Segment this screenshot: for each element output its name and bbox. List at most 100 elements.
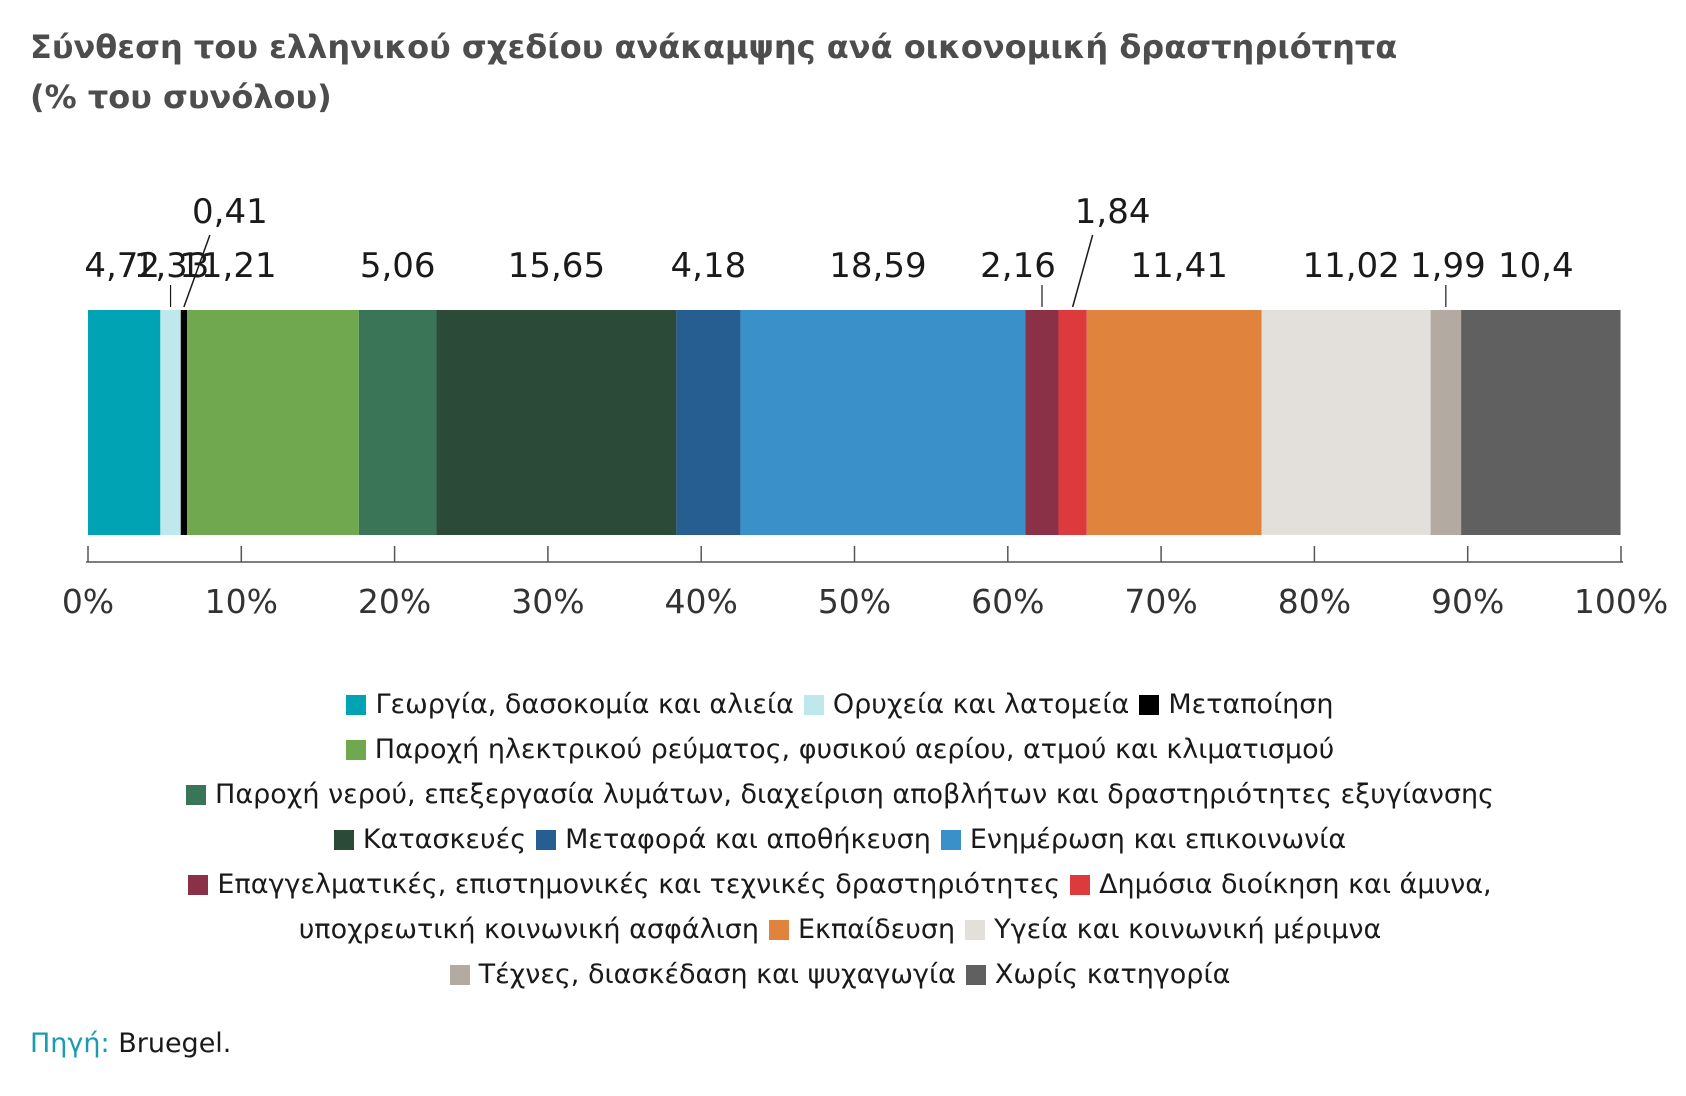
legend-label: Παροχή νερού, επεξεργασία λυμάτων, διαχε… [215, 779, 1494, 810]
legend-swatch [803, 694, 824, 715]
chart-title-line-1: Σύνθεση του ελληνικού σχεδίου ανάκαμψης … [30, 28, 1398, 66]
legend-row-4: Κατασκευές Μεταφορά και αποθήκευση Ενημέρω… [60, 817, 1620, 862]
source-value: Bruegel. [118, 1028, 232, 1059]
bar-segment-7 [676, 310, 741, 535]
legend-swatch [965, 964, 986, 985]
legend-item: Ορυχεία και λατομεία [803, 689, 1130, 720]
value-label-2: 1,33 [134, 246, 210, 286]
value-label-14: 10,4 [1498, 246, 1574, 286]
legend-item: Μεταφορά και αποθήκευση [536, 824, 931, 855]
x-tick-label-9: 90% [1431, 582, 1504, 621]
legend-label: Εκπαίδευση [797, 914, 956, 945]
legend-item: Κατασκευές [333, 824, 527, 855]
legend-row-7: Τέχνες, διασκέδαση και ψυχαγωγία Χωρίς κα… [60, 952, 1620, 997]
value-label-12: 11,02 [1302, 246, 1399, 286]
x-tick-label-6: 60% [971, 582, 1044, 621]
x-axis: 0% 10% 20% 30% 40% 50% 60% 70% 80% 90% 100% [62, 546, 1668, 621]
bar-segment-14 [1461, 310, 1621, 535]
value-label-11: 11,41 [1131, 246, 1228, 286]
legend-item: Χωρίς κατηγορία [965, 959, 1231, 990]
x-tick-label-8: 80% [1278, 582, 1351, 621]
legend-swatch [333, 829, 354, 850]
legend-label: Μεταποίηση [1168, 689, 1334, 720]
value-label-13: 1,99 [1410, 246, 1486, 286]
bar-segment-4 [187, 310, 359, 535]
value-label-8: 18,59 [829, 246, 926, 286]
legend-swatch [346, 694, 367, 715]
legend: Γεωργία, δασοκομία και αλιεία Ορυχεία και… [60, 682, 1620, 997]
value-label-10: 1,84 [1075, 192, 1151, 232]
legend-item: Παροχή νερού, επεξεργασία λυμάτων, διαχε… [186, 779, 1494, 810]
bar-segment-10 [1058, 310, 1087, 535]
legend-item: Δημόσια διοίκηση και άμυνα, [1070, 869, 1492, 900]
legend-item: Επαγγελματικές, επιστημονικές και τεχνικ… [188, 869, 1060, 900]
legend-label: υποχρεωτική κοινωνική ασφάλιση [298, 914, 759, 945]
legend-item: Γεωργία, δασοκομία και αλιεία [346, 689, 794, 720]
x-tick-label-3: 30% [511, 582, 584, 621]
bar-segment-2 [160, 310, 181, 535]
bar-segment-9 [1025, 310, 1059, 535]
legend-row-3: Παροχή νερού, επεξεργασία λυμάτων, διαχε… [60, 772, 1620, 817]
legend-row-6: υποχρεωτική κοινωνική ασφάλιση Εκπαίδευση… [60, 907, 1620, 952]
legend-label: Ενημέρωση και επικοινωνία [969, 824, 1347, 855]
legend-label: Υγεία και κοινωνική μέριμνα [994, 914, 1382, 945]
legend-row-5: Επαγγελματικές, επιστημονικές και τεχνικ… [60, 862, 1620, 907]
x-tick-label-5: 50% [818, 582, 891, 621]
legend-label: Μεταφορά και αποθήκευση [565, 824, 931, 855]
source-label: Πηγή: [30, 1028, 110, 1059]
legend-item: Εκπαίδευση [768, 914, 956, 945]
legend-item: Ενημέρωση και επικοινωνία [940, 824, 1347, 855]
value-label-3: 0,41 [192, 192, 268, 232]
legend-swatch [965, 919, 986, 940]
value-label-5: 5,06 [360, 246, 436, 286]
bar-segment-1 [88, 310, 161, 535]
bar-segment-5 [358, 310, 437, 535]
legend-swatch [188, 874, 209, 895]
x-tick-label-1: 10% [205, 582, 278, 621]
legend-label: Ορυχεία και λατομεία [832, 689, 1130, 720]
legend-row-2: Παροχή ηλεκτρικού ρεύματος, φυσικού αερί… [60, 727, 1620, 772]
x-tick-label-4: 40% [665, 582, 738, 621]
legend-label: Κατασκευές [362, 824, 527, 855]
legend-item: Τέχνες, διασκέδαση και ψυχαγωγία [449, 959, 956, 990]
x-tick-label-7: 70% [1124, 582, 1197, 621]
source-note: Πηγή: Bruegel. [30, 1028, 231, 1059]
leader-line-10 [1071, 234, 1094, 308]
x-tick-label-2: 20% [358, 582, 431, 621]
legend-label: Δημόσια διοίκηση και άμυνα, [1099, 869, 1492, 900]
value-label-6: 15,65 [508, 246, 605, 286]
x-tick-label-0: 0% [62, 582, 114, 621]
legend-row-1: Γεωργία, δασοκομία και αλιεία Ορυχεία και… [60, 682, 1620, 727]
legend-item: Υγεία και κοινωνική μέριμνα [965, 914, 1381, 945]
bar-segment-6 [436, 310, 677, 535]
legend-item: Παροχή ηλεκτρικού ρεύματος, φυσικού αερί… [345, 734, 1335, 765]
value-label-9: 2,16 [980, 246, 1056, 286]
legend-swatch [1139, 694, 1160, 715]
legend-label: Παροχή ηλεκτρικού ρεύματος, φυσικού αερί… [374, 734, 1335, 765]
legend-swatch [449, 964, 470, 985]
legend-label: Τέχνες, διασκέδαση και ψυχαγωγία [478, 959, 956, 990]
legend-label: Χωρίς κατηγορία [994, 959, 1231, 990]
bar-segment-8 [740, 310, 1026, 535]
legend-swatch [940, 829, 961, 850]
legend-swatch [345, 739, 366, 760]
bar-segment-13 [1430, 310, 1462, 535]
bar-segment-11 [1086, 310, 1262, 535]
legend-swatch [536, 829, 557, 850]
x-tick-label-10: 100% [1574, 582, 1668, 621]
legend-swatch [1070, 874, 1091, 895]
value-labels: 4,721,33 0,41 11,21 5,06 15,65 4,18 18,59 2,16 1… [84, 192, 1574, 308]
legend-swatch [768, 919, 789, 940]
legend-item: Μεταποίηση [1139, 689, 1334, 720]
value-label-1: 4,72 [84, 246, 160, 286]
legend-label: Επαγγελματικές, επιστημονικές και τεχνικ… [217, 869, 1061, 900]
stacked-bar-chart: 4,721,33 0,41 11,21 5,06 15,65 4,18 18,59 2,16 1… [62, 192, 1668, 621]
legend-item: υποχρεωτική κοινωνική ασφάλιση [299, 914, 759, 945]
legend-label: Γεωργία, δασοκομία και αλιεία [375, 689, 794, 720]
value-label-7: 4,18 [671, 246, 747, 286]
chart-title-line-2: (% του συνόλου) [30, 78, 332, 116]
chart-title: Σύνθεση του ελληνικού σχεδίου ανάκαμψης … [30, 22, 1630, 122]
bar-segment-12 [1261, 310, 1431, 535]
bar-segments [88, 310, 1621, 535]
leader-line-3 [183, 234, 211, 308]
